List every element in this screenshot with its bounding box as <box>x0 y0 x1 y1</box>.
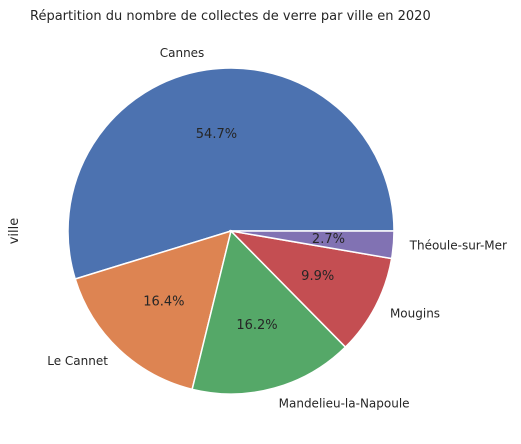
pie-slice-theoule-sur-mer <box>230 230 395 260</box>
slice-label-theoule-sur-mer: Théoule-sur-Mer <box>409 239 507 253</box>
pie-slice-le-cannet <box>74 229 233 391</box>
slice-percent-theoule-sur-mer: 2.7% <box>312 232 345 247</box>
pie-slice-cannes <box>67 67 395 280</box>
pie-slice-mougins <box>228 229 393 349</box>
slice-percent-mandelieu-la-napoule: 16.2% <box>236 318 277 333</box>
pie-slice-mandelieu-la-napoule <box>191 229 347 395</box>
slice-label-le-cannet: Le Cannet <box>47 354 108 368</box>
slice-label-mougins: Mougins <box>390 306 440 320</box>
chart-title: Répartition du nombre de collectes de ve… <box>30 9 431 24</box>
slice-percent-cannes: 54.7% <box>196 127 237 142</box>
slice-percent-mougins: 9.9% <box>301 269 334 284</box>
slice-label-mandelieu-la-napoule: Mandelieu-la-Napoule <box>279 396 410 410</box>
slice-label-cannes: Cannes <box>160 46 205 60</box>
pie-slices <box>67 67 395 395</box>
y-axis-label: ville <box>7 218 22 245</box>
slice-percent-le-cannet: 16.4% <box>143 295 184 310</box>
pie-labels: Cannes 54.7% Le Cannet 16.4% Mandelieu-la-Na… <box>47 46 507 410</box>
